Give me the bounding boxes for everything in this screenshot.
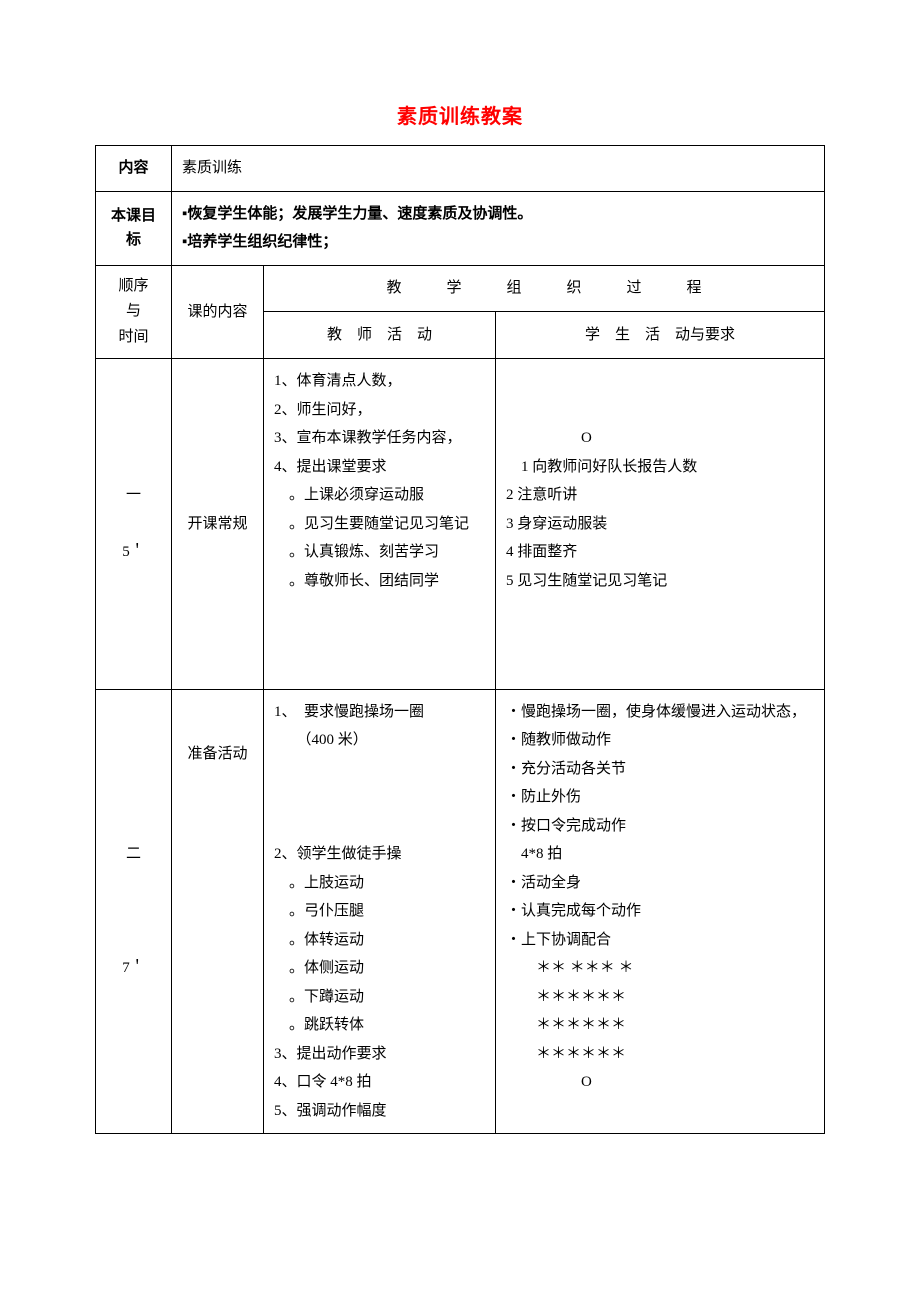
lesson-content-1: 开课常规	[172, 359, 264, 690]
document-page: 素质训练教案 内容 素质训练 本课目标 ▪恢复学生体能；发展学生力量、速度素质及…	[0, 0, 920, 1302]
lesson-content-2: 准备活动	[172, 689, 264, 1134]
document-title: 素质训练教案	[95, 100, 825, 129]
header-process: 教 学 组 织 过 程	[264, 265, 825, 312]
seq-2: 二 7＇	[96, 689, 172, 1134]
value-content: 素质训练	[172, 146, 825, 192]
seq-1: 一 5＇	[96, 359, 172, 690]
header-student-activity: 学 生 活 动与要求	[496, 312, 825, 359]
value-objective: ▪恢复学生体能；发展学生力量、速度素质及协调性。 ▪培养学生组织纪律性；	[172, 191, 825, 265]
teacher-activity-1: 1、体育清点人数， 2、师生问好， 3、宣布本课教学任务内容， 4、提出课堂要求…	[264, 359, 496, 690]
header-teacher-activity: 教 师 活 动	[264, 312, 496, 359]
student-activity-1: O 1 向教师问好队长报告人数 2 注意听讲 3 身穿运动服装 4 排面整齐 5…	[496, 359, 825, 690]
table-row-header: 顺序 与 时间 课的内容 教 学 组 织 过 程	[96, 265, 825, 312]
table-row: 内容 素质训练	[96, 146, 825, 192]
student-activity-2: ・慢跑操场一圈，使身体缓慢进入运动状态， ・随教师做动作 ・充分活动各关节 ・防…	[496, 689, 825, 1134]
table-row: 二 7＇ 准备活动 1、 要求慢跑操场一圈 （400 米） 2、领学生做徒手操 …	[96, 689, 825, 1134]
table-row: 本课目标 ▪恢复学生体能；发展学生力量、速度素质及协调性。 ▪培养学生组织纪律性…	[96, 191, 825, 265]
label-objective: 本课目标	[96, 191, 172, 265]
lesson-plan-table: 内容 素质训练 本课目标 ▪恢复学生体能；发展学生力量、速度素质及协调性。 ▪培…	[95, 145, 825, 1134]
header-lesson-content: 课的内容	[172, 265, 264, 359]
header-sequence-time: 顺序 与 时间	[96, 265, 172, 359]
teacher-activity-2: 1、 要求慢跑操场一圈 （400 米） 2、领学生做徒手操 。上肢运动 。弓仆压…	[264, 689, 496, 1134]
label-content: 内容	[96, 146, 172, 192]
table-row: 一 5＇ 开课常规 1、体育清点人数， 2、师生问好， 3、宣布本课教学任务内容…	[96, 359, 825, 690]
